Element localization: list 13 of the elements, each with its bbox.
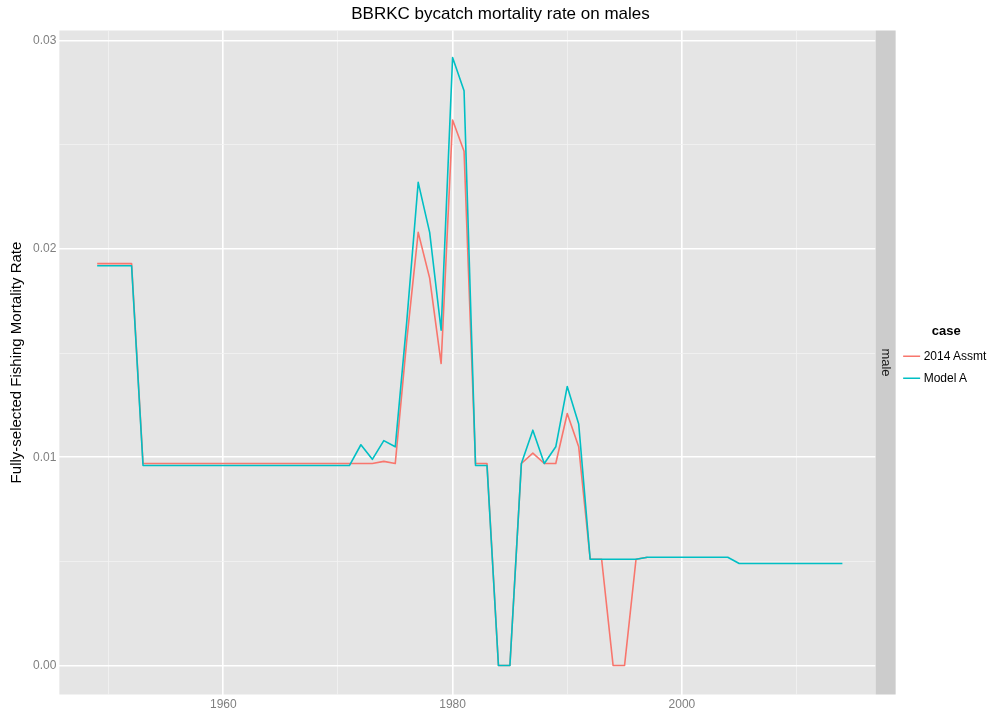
text: male xyxy=(879,348,895,377)
chart-title: BBRKC bycatch mortality rate on males xyxy=(351,3,650,23)
y-tick-label: 0.02 xyxy=(33,241,57,256)
legend-label: Model A xyxy=(923,370,967,385)
y-tick-label: 0.00 xyxy=(33,657,57,672)
x-tick-label: 1960 xyxy=(209,697,237,712)
y-tick-label: 0.01 xyxy=(33,449,57,464)
legend-title: case xyxy=(931,322,961,338)
y-axis-title: Fully-selected Fishing Mortality Rate xyxy=(7,241,25,484)
x-tick-label: 1980 xyxy=(439,697,467,712)
x-tick-label: 2000 xyxy=(668,697,696,712)
legend-label: 2014 Assmt xyxy=(923,348,987,363)
y-tick-label: 0.03 xyxy=(33,33,57,48)
